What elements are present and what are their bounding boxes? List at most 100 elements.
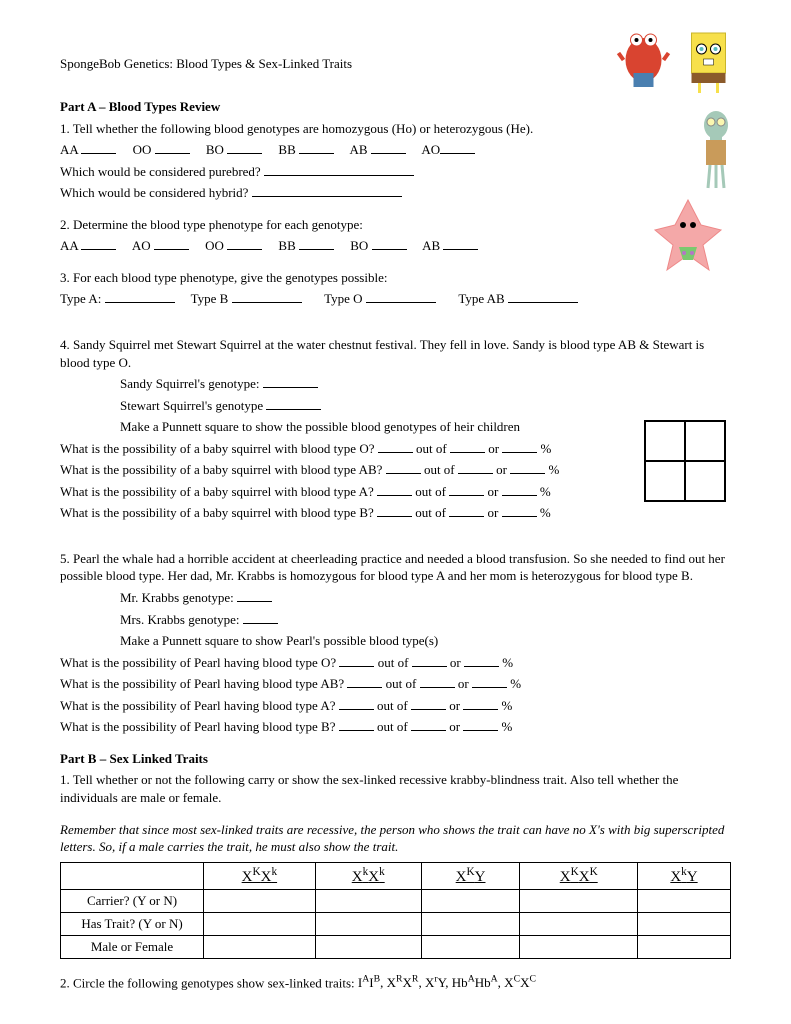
worksheet-page: SpongeBob Genetics: Blood Types & Sex-Li… <box>0 0 791 1024</box>
blank[interactable] <box>243 611 278 624</box>
or-label: or <box>496 462 507 477</box>
q4-line3: Make a Punnett square to show the possib… <box>60 418 731 436</box>
genotype-label: AO <box>421 142 440 157</box>
q3-items: Type A: Type B Type O Type AB <box>60 290 731 308</box>
blank[interactable] <box>440 142 475 155</box>
blank[interactable] <box>347 676 382 689</box>
blank[interactable] <box>366 291 436 304</box>
table-cell[interactable] <box>421 912 520 935</box>
blank[interactable] <box>155 142 190 155</box>
q5-poss-1: What is the possibility of Pearl having … <box>60 675 731 693</box>
blank[interactable] <box>372 238 407 251</box>
q4-poss-3: What is the possibility of a baby squirr… <box>60 504 731 522</box>
blank[interactable] <box>339 697 374 710</box>
table-cell[interactable] <box>520 912 638 935</box>
table-cell[interactable] <box>637 935 730 958</box>
q5-line1-text: Mr. Krabbs genotype: <box>120 590 234 605</box>
blank[interactable] <box>472 676 507 689</box>
blank[interactable] <box>264 163 414 176</box>
q5-line1: Mr. Krabbs genotype: <box>60 589 731 607</box>
q3-prompt: 3. For each blood type phenotype, give t… <box>60 269 731 287</box>
outof-label: out of <box>415 505 446 520</box>
blank[interactable] <box>443 238 478 251</box>
table-cell[interactable] <box>637 889 730 912</box>
blank[interactable] <box>449 483 484 496</box>
pct-label: % <box>502 698 513 713</box>
blank[interactable] <box>371 142 406 155</box>
table-cell[interactable] <box>315 889 421 912</box>
blank[interactable] <box>502 505 537 518</box>
blank[interactable] <box>232 291 302 304</box>
squidward-icon <box>696 110 736 190</box>
q5-line2-text: Mrs. Krabbs genotype: <box>120 612 240 627</box>
genotype-label: OO <box>205 238 224 253</box>
table-cell[interactable] <box>421 889 520 912</box>
blank[interactable] <box>266 397 321 410</box>
q4-poss-text: What is the possibility of a baby squirr… <box>60 462 382 477</box>
table-header-cell: XKY <box>421 862 520 889</box>
blank[interactable] <box>412 654 447 667</box>
blank[interactable] <box>411 697 446 710</box>
table-header-cell: XkXk <box>315 862 421 889</box>
or-label: or <box>449 698 460 713</box>
blank[interactable] <box>508 291 578 304</box>
blank[interactable] <box>227 238 262 251</box>
q1-sub1: Which would be considered purebred? <box>60 163 731 181</box>
blank[interactable] <box>377 483 412 496</box>
blank[interactable] <box>252 185 402 198</box>
blank[interactable] <box>502 483 537 496</box>
blank[interactable] <box>299 142 334 155</box>
table-cell[interactable] <box>637 912 730 935</box>
blank[interactable] <box>458 462 493 475</box>
genotype-label: BO <box>350 238 368 253</box>
blank[interactable] <box>263 375 318 388</box>
blank[interactable] <box>502 440 537 453</box>
blank[interactable] <box>463 719 498 732</box>
blank[interactable] <box>227 142 262 155</box>
trait-table: XKXk XkXk XKY XKXK XkY Carrier? (Y or N)… <box>60 862 731 959</box>
table-cell[interactable] <box>204 889 316 912</box>
blank[interactable] <box>154 238 189 251</box>
blank[interactable] <box>339 654 374 667</box>
table-cell[interactable] <box>315 935 421 958</box>
pct-label: % <box>540 505 551 520</box>
blank[interactable] <box>449 505 484 518</box>
table-cell[interactable] <box>520 935 638 958</box>
blank[interactable] <box>386 462 421 475</box>
outof-label: out of <box>415 484 446 499</box>
genotype-label: AA <box>60 142 78 157</box>
table-cell[interactable] <box>204 912 316 935</box>
q4-poss-text: What is the possibility of a baby squirr… <box>60 441 374 456</box>
blank[interactable] <box>411 719 446 732</box>
table-cell[interactable] <box>204 935 316 958</box>
table-cell[interactable] <box>315 912 421 935</box>
q4-line1: Sandy Squirrel's genotype: <box>60 375 731 393</box>
row-label: Carrier? (Y or N) <box>61 889 204 912</box>
punnett-square <box>644 420 726 502</box>
blank[interactable] <box>105 291 175 304</box>
q5-poss-text: What is the possibility of Pearl having … <box>60 719 336 734</box>
blank[interactable] <box>81 238 116 251</box>
character-icons-row <box>616 25 736 95</box>
part-b-heading: Part B – Sex Linked Traits <box>60 750 731 768</box>
blank[interactable] <box>378 440 413 453</box>
blank[interactable] <box>237 589 272 602</box>
blank[interactable] <box>299 238 334 251</box>
blank[interactable] <box>510 462 545 475</box>
mr-krabs-icon <box>616 25 671 95</box>
blank[interactable] <box>463 697 498 710</box>
blank[interactable] <box>450 440 485 453</box>
blank[interactable] <box>81 142 116 155</box>
blank[interactable] <box>420 676 455 689</box>
table-cell[interactable] <box>421 935 520 958</box>
punnett-cell <box>645 421 685 461</box>
blank[interactable] <box>339 719 374 732</box>
q1-sub2: Which would be considered hybrid? <box>60 184 731 202</box>
blank[interactable] <box>377 505 412 518</box>
blank[interactable] <box>464 654 499 667</box>
table-cell[interactable] <box>520 889 638 912</box>
b-q2: 2. Circle the following genotypes show s… <box>60 973 731 992</box>
q4-poss-1: What is the possibility of a baby squirr… <box>60 461 731 479</box>
q5-intro: 5. Pearl the whale had a horrible accide… <box>60 550 731 585</box>
table-row: Has Trait? (Y or N) <box>61 912 731 935</box>
